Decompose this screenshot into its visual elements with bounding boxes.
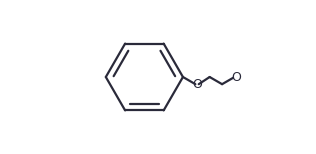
Text: O: O: [231, 71, 241, 83]
Text: O: O: [192, 78, 202, 91]
